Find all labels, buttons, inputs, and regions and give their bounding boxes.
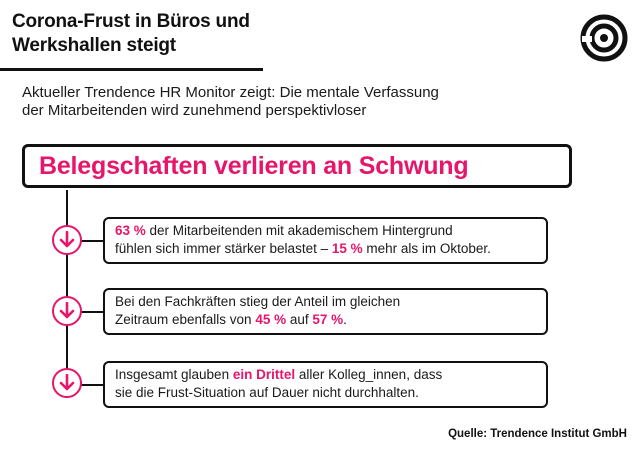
headline-box: Belegschaften verlieren an Schwung — [22, 144, 572, 188]
fact-card-2: Bei den Fachkräften stieg der Anteil im … — [103, 288, 548, 335]
timeline-line — [66, 190, 68, 398]
fact-3-line-1: Insgesamt glauben ein Drittel aller Koll… — [115, 367, 443, 382]
concentric-spiral-logo — [580, 14, 628, 62]
fact-2-line-2: Zeitraum ebenfalls von 45 % auf 57 %. — [115, 312, 347, 327]
title-underline — [0, 68, 263, 71]
connector-2 — [68, 311, 103, 313]
source-credit: Quelle: Trendence Institut GmbH — [448, 428, 627, 440]
fact-1-line-1: 63 % der Mitarbeitenden mit akademischem… — [115, 223, 453, 238]
fact-3-line-2: sie die Frust-Situation auf Dauer nicht … — [115, 385, 419, 400]
fact-2-line-1: Bei den Fachkräften stieg der Anteil im … — [115, 294, 401, 309]
arrow-down-icon — [59, 231, 75, 248]
subtitle-line-2: der Mitarbeitenden wird zunehmend perspe… — [22, 102, 367, 119]
arrow-down-icon — [59, 374, 75, 391]
fact-1-line-2: fühlen sich immer stärker belastet – 15 … — [115, 241, 491, 256]
subtitle-line-1: Aktueller Trendence HR Monitor zeigt: Di… — [22, 84, 439, 101]
arrow-circle-3 — [52, 368, 82, 398]
page-title: Corona-Frust in Büros und Werkshallen st… — [12, 10, 342, 58]
arrow-down-icon — [59, 302, 75, 319]
title-line-2: Werkshallen steigt — [12, 35, 176, 56]
arrow-circle-1 — [52, 225, 82, 255]
connector-1 — [68, 240, 103, 242]
fact-card-1: 63 % der Mitarbeitenden mit akademischem… — [103, 217, 548, 264]
arrow-circle-2 — [52, 296, 82, 326]
title-line-1: Corona-Frust in Büros und — [12, 11, 250, 32]
connector-3 — [68, 384, 103, 386]
subtitle: Aktueller Trendence HR Monitor zeigt: Di… — [22, 84, 582, 120]
fact-card-3: Insgesamt glauben ein Drittel aller Koll… — [103, 361, 548, 408]
headline-text: Belegschaften verlieren an Schwung — [39, 151, 469, 180]
